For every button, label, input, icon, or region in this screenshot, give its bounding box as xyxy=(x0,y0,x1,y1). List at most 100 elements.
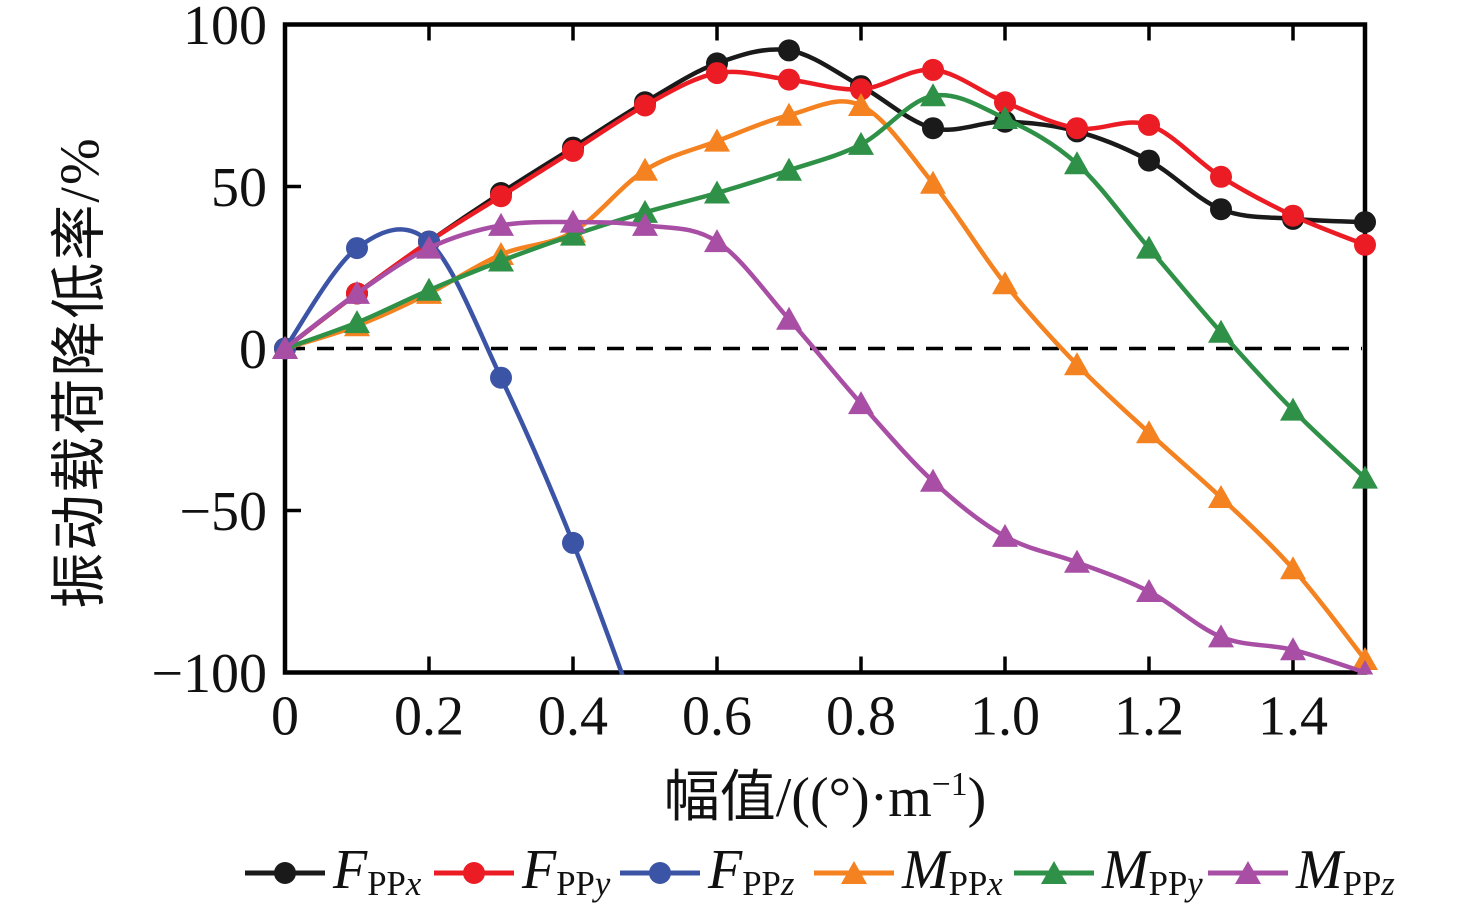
data-point-marker xyxy=(1282,204,1304,227)
data-point-marker xyxy=(344,280,370,304)
data-point-marker xyxy=(778,68,800,91)
data-point-marker xyxy=(920,468,946,492)
data-point-marker xyxy=(992,271,1018,295)
data-point-marker xyxy=(778,39,800,62)
data-point-marker xyxy=(1066,117,1088,140)
legend-label: FPPx xyxy=(333,838,422,904)
data-point-marker xyxy=(560,222,586,246)
data-point-marker xyxy=(562,531,584,554)
legend-item-F_PPx: FPPx xyxy=(243,838,421,908)
legend-swatch xyxy=(434,862,514,884)
data-point-marker xyxy=(1280,637,1306,661)
series-line-M_PPx xyxy=(282,99,1368,662)
data-point-marker xyxy=(1280,556,1306,580)
data-point-marker xyxy=(1064,151,1090,175)
data-point-marker xyxy=(704,128,730,152)
data-point-marker xyxy=(1354,233,1376,256)
data-point-marker xyxy=(632,199,658,223)
x-tick-label: 0.2 xyxy=(394,686,464,748)
data-point-marker xyxy=(344,310,370,334)
x-axis-title-superscript: −1 xyxy=(931,765,968,803)
series-line-M_PPy xyxy=(282,92,1368,481)
data-point-marker xyxy=(416,235,442,259)
data-point-marker xyxy=(1064,549,1090,573)
y-axis-title: 振动载荷降低率/% xyxy=(49,136,112,609)
data-point-marker xyxy=(634,94,656,117)
data-point-marker xyxy=(848,93,874,116)
data-point-marker xyxy=(490,185,512,208)
data-point-marker xyxy=(1210,198,1232,221)
x-tick-label: 1.0 xyxy=(970,686,1040,748)
data-point-marker xyxy=(1138,113,1160,136)
data-point-marker xyxy=(776,102,802,126)
data-point-marker xyxy=(1210,165,1232,188)
data-point-marker xyxy=(346,237,368,260)
data-point-marker xyxy=(920,170,946,194)
legend-swatch xyxy=(620,862,700,884)
y-tick-label: 100 xyxy=(183,0,267,57)
data-point-marker xyxy=(490,366,512,389)
data-point-marker xyxy=(562,139,584,162)
data-point-marker xyxy=(632,212,658,236)
x-axis-title-text: 幅值/((°)·m xyxy=(663,767,932,829)
legend-item-F_PPy: FPPy xyxy=(432,838,610,908)
legend-marker-icon xyxy=(1041,861,1067,884)
data-point-marker xyxy=(488,248,514,272)
data-point-marker xyxy=(1354,211,1376,234)
y-tick-label: −50 xyxy=(179,481,267,543)
data-point-marker xyxy=(1352,647,1378,670)
data-point-marker xyxy=(920,83,946,107)
legend-label: FPPz xyxy=(708,838,795,904)
series-markers-M_PPy xyxy=(272,83,1378,489)
data-point-marker xyxy=(848,131,874,155)
data-point-marker xyxy=(1208,319,1234,343)
series-line-M_PPz xyxy=(282,219,1368,675)
x-tick-label: 1.2 xyxy=(1114,686,1184,748)
x-tick-label: 0.6 xyxy=(682,686,752,748)
legend-swatch xyxy=(1208,861,1288,884)
x-axis-title: 幅值/((°)·m−1) xyxy=(285,752,1365,833)
data-point-marker xyxy=(1208,485,1234,508)
legend-swatch xyxy=(245,862,325,884)
data-point-marker xyxy=(850,78,872,101)
legend-marker-icon xyxy=(1235,861,1261,884)
legend-item-F_PPz: FPPz xyxy=(618,838,794,908)
data-point-marker xyxy=(488,212,514,236)
series-markers-M_PPz xyxy=(272,209,1374,675)
data-point-marker xyxy=(1352,465,1378,489)
data-point-marker xyxy=(776,306,802,330)
data-point-marker xyxy=(706,62,728,85)
x-tick-label: 0.8 xyxy=(826,686,896,748)
data-point-marker xyxy=(704,229,730,253)
data-point-marker xyxy=(416,277,442,301)
data-point-marker xyxy=(272,336,298,359)
x-tick-label: 1.4 xyxy=(1258,686,1328,748)
legend-label: FPPy xyxy=(522,838,611,904)
legend-label: MPPy xyxy=(1102,838,1203,904)
data-point-marker xyxy=(1356,660,1374,675)
data-point-marker xyxy=(1136,420,1162,444)
legend-marker-icon xyxy=(841,861,867,884)
legend-item-M_PPz: MPPz xyxy=(1206,838,1395,908)
data-point-marker xyxy=(992,523,1018,547)
data-point-marker xyxy=(1138,149,1160,172)
legend-swatch xyxy=(814,861,894,884)
y-tick-label: 50 xyxy=(211,157,267,219)
data-point-marker xyxy=(704,180,730,204)
data-point-marker xyxy=(922,58,944,81)
x-tick-label: 0.4 xyxy=(538,686,608,748)
series-line-F_PPy xyxy=(282,67,1368,351)
legend-marker-icon xyxy=(274,862,296,884)
data-point-marker xyxy=(776,157,802,181)
legend-marker-icon xyxy=(463,862,485,884)
data-point-marker xyxy=(994,91,1016,114)
legend-item-M_PPy: MPPy xyxy=(1012,838,1203,908)
data-point-marker xyxy=(1280,397,1306,421)
data-point-marker xyxy=(632,157,658,181)
legend-label: MPPz xyxy=(1296,838,1395,904)
series-line-F_PPx xyxy=(282,47,1368,351)
x-axis-title-close: ) xyxy=(967,767,987,829)
data-point-marker xyxy=(992,106,1018,129)
